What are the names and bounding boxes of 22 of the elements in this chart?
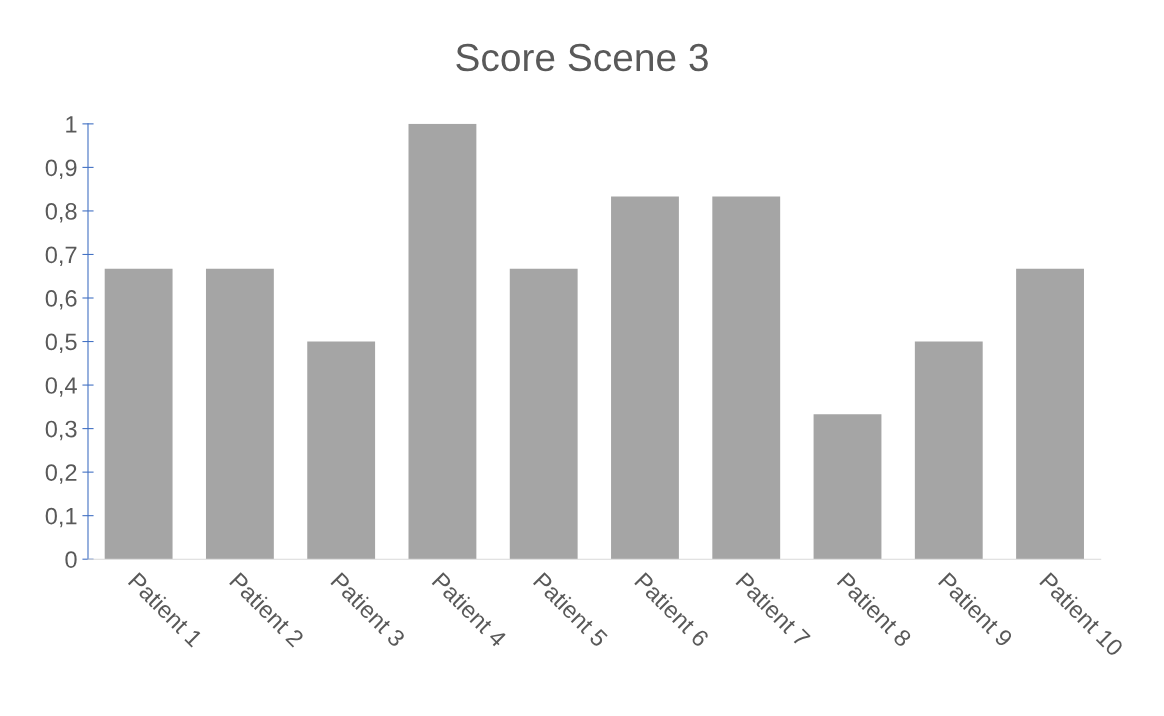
chart-title: Score Scene 3: [456, 43, 708, 72]
y-tick-label: 1: [66, 116, 77, 133]
y-tick-label: 0,4: [45, 377, 77, 397]
y-tick-label: 0,6: [45, 290, 77, 310]
bar: [509, 268, 578, 560]
y-tick-label: 0,1: [45, 507, 77, 528]
y-tick-label: 0,5: [45, 333, 77, 354]
bar: [611, 196, 679, 560]
bar: [408, 123, 477, 560]
bar: [1016, 268, 1084, 560]
y-tick-label: 0,8: [45, 203, 77, 223]
y-tick-label: 0: [65, 551, 77, 568]
bar: [712, 196, 781, 560]
y-tick-label: 0,2: [45, 464, 77, 484]
bar: [205, 268, 274, 560]
bar: [914, 341, 983, 560]
y-tick-label: 0,3: [45, 420, 77, 441]
bar: [104, 268, 173, 560]
bar: [307, 341, 376, 560]
bar: [813, 414, 882, 560]
y-tick-label: 0,7: [45, 246, 77, 267]
y-tick-label: 0,9: [45, 159, 77, 179]
